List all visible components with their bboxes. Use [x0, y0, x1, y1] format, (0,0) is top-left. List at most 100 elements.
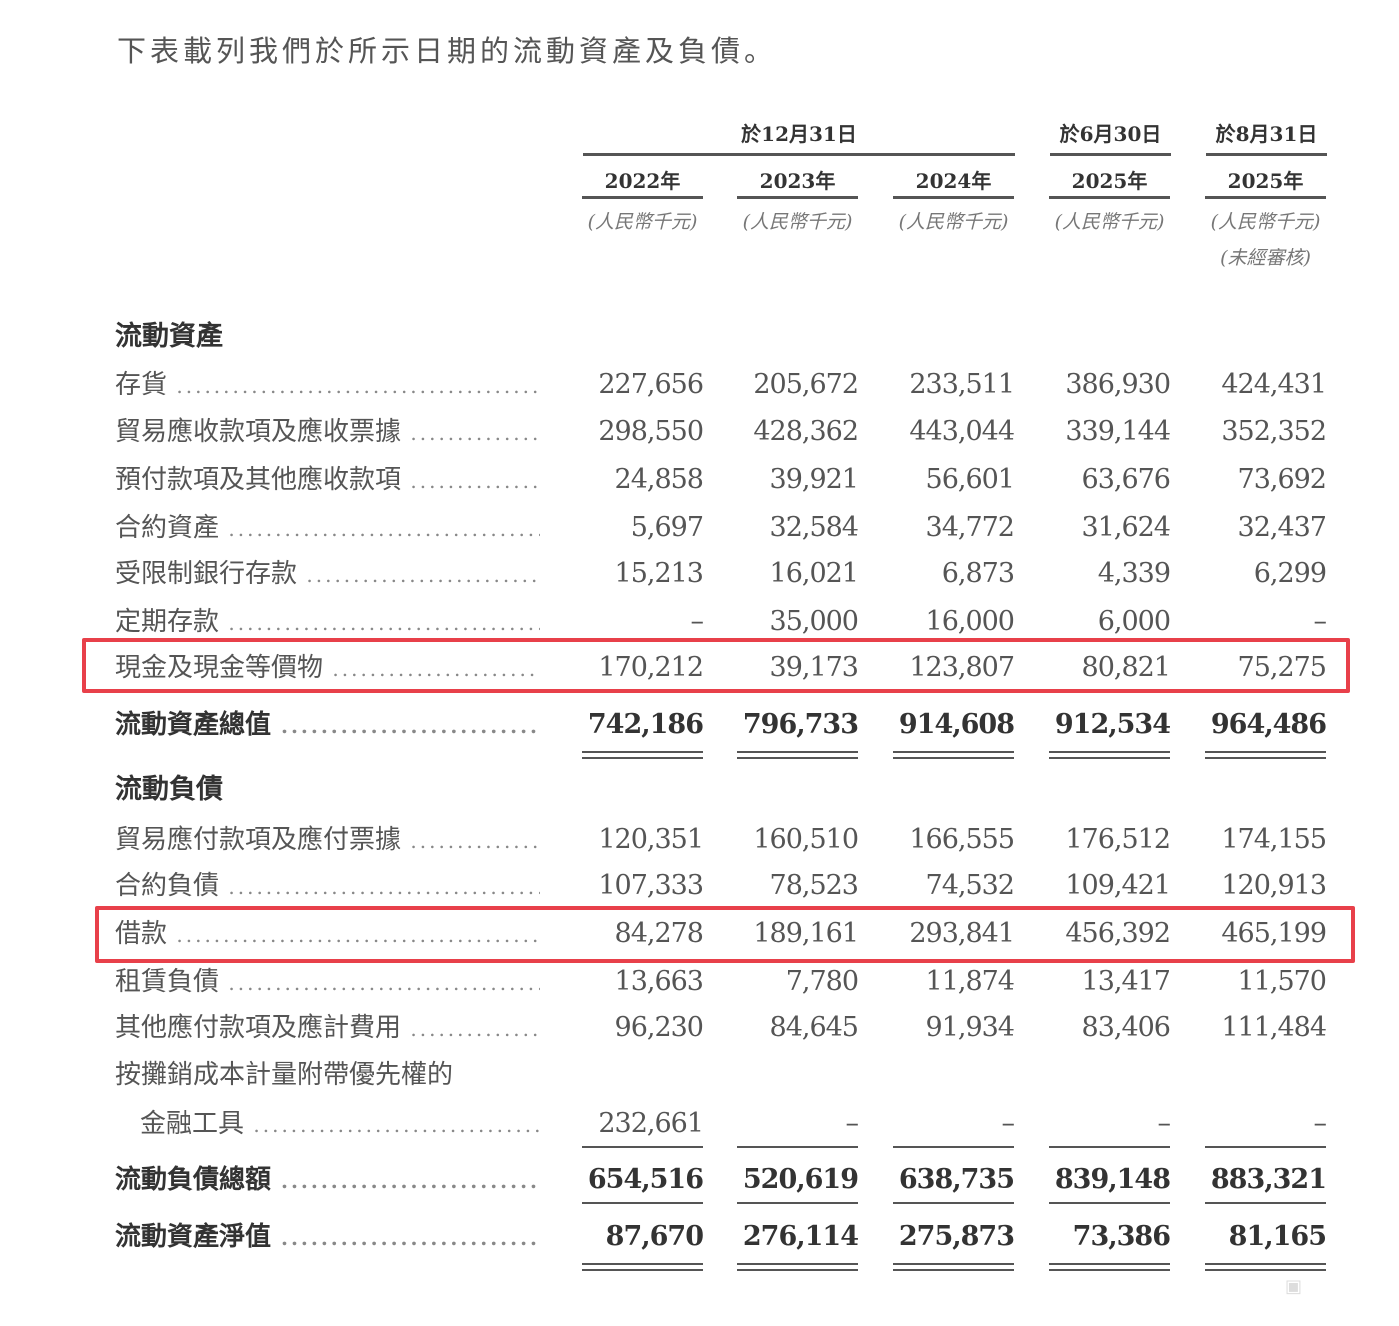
- total-rule: [1205, 757, 1326, 759]
- year-header: 2024年: [915, 169, 992, 193]
- row-value: 107,333: [598, 870, 704, 901]
- unit-label: (人民幣千元): [587, 211, 698, 233]
- row-value: 111,484: [1221, 1012, 1327, 1043]
- row-value: 6,000: [1097, 606, 1171, 637]
- year-header: 2025年: [1227, 169, 1304, 193]
- row-value: 73,386: [1072, 1221, 1171, 1252]
- year-rule: [1049, 196, 1170, 199]
- section-title-current-liabilities: 流動負債: [115, 774, 223, 805]
- row-value: 424,431: [1221, 369, 1327, 400]
- row-label: 貿易應付款項及應付票據: [115, 820, 540, 861]
- row-label: 金融工具: [140, 1104, 540, 1145]
- row-value: 742,186: [587, 709, 704, 740]
- watermark-logo: ▣: [1285, 1276, 1303, 1297]
- row-value: 883,321: [1210, 1164, 1327, 1195]
- total-rule: [1205, 1202, 1326, 1204]
- row-value: 160,510: [753, 824, 859, 855]
- year-rule: [737, 196, 858, 199]
- table-row: 現金及現金等價物 170,212 39,173 123,807 80,821 75,275: [0, 648, 1399, 688]
- total-rule: [1205, 1146, 1326, 1148]
- row-value: 339,144: [1065, 416, 1171, 447]
- row-value: 78,523: [769, 870, 859, 901]
- row-value: –: [1313, 1108, 1328, 1139]
- row-value: 7,780: [785, 966, 859, 997]
- total-rule: [582, 757, 703, 759]
- row-label: 定期存款: [115, 602, 540, 643]
- row-value: 16,000: [925, 606, 1015, 637]
- table-row: 借款 84,278 189,161 293,841 456,392 465,199: [0, 914, 1399, 954]
- row-label: 預付款項及其他應收款項: [115, 460, 540, 501]
- row-value: 5,697: [630, 512, 704, 543]
- row-label: 借款: [115, 914, 540, 955]
- total-rule: [582, 1263, 703, 1265]
- row-value: 84,278: [614, 918, 704, 949]
- total-rule: [893, 1202, 1014, 1204]
- row-value: 123,807: [909, 652, 1015, 683]
- row-value: 428,362: [753, 416, 859, 447]
- row-label: 受限制銀行存款: [115, 554, 540, 595]
- row-value: –: [845, 1108, 860, 1139]
- table-row: 其他應付款項及應計費用 96,230 84,645 91,934 83,406 111,4…: [0, 1008, 1399, 1048]
- row-value: 170,212: [598, 652, 704, 683]
- row-label: 按攤銷成本計量附帶優先權的: [115, 1060, 454, 1090]
- total-rule: [737, 757, 858, 759]
- total-rule: [1049, 1263, 1170, 1265]
- group-header-dec31: 於12月31日: [741, 122, 857, 146]
- row-label: 流動負債總額: [115, 1160, 540, 1201]
- row-value: 205,672: [753, 369, 859, 400]
- total-rule: [1049, 751, 1170, 753]
- row-value: –: [1313, 606, 1328, 637]
- highlight-box-borrowings: [95, 906, 1355, 963]
- intro-text: 下表載列我們於所示日期的流動資產及負債。: [117, 34, 778, 68]
- row-label: 流動資產總值: [115, 705, 540, 746]
- row-value: 74,532: [925, 870, 1015, 901]
- row-value: 39,173: [769, 652, 859, 683]
- net-row: 流動資產淨值 87,670 276,114 275,873 73,386 81,165: [0, 1217, 1399, 1257]
- row-value: 11,570: [1237, 966, 1327, 997]
- row-value: 298,550: [598, 416, 704, 447]
- row-value: 293,841: [909, 918, 1015, 949]
- row-value: 56,601: [925, 464, 1015, 495]
- total-rule: [1205, 751, 1326, 753]
- total-rule: [1049, 1146, 1170, 1148]
- row-label: 合約負債: [115, 866, 540, 907]
- row-value: –: [690, 606, 705, 637]
- row-value: 227,656: [598, 369, 704, 400]
- total-rule: [893, 751, 1014, 753]
- table-row: 合約資產 5,697 32,584 34,772 31,624 32,437: [0, 508, 1399, 548]
- table-row: 定期存款 – 35,000 16,000 6,000 –: [0, 602, 1399, 642]
- row-value: 796,733: [742, 709, 859, 740]
- row-value: 6,873: [941, 558, 1015, 589]
- header-rule: [583, 153, 1015, 156]
- row-value: 24,858: [614, 464, 704, 495]
- row-value: 35,000: [769, 606, 859, 637]
- row-value: 4,339: [1097, 558, 1171, 589]
- row-value: –: [1001, 1108, 1016, 1139]
- row-value: 174,155: [1221, 824, 1327, 855]
- row-value: 39,921: [769, 464, 859, 495]
- row-value: 352,352: [1221, 416, 1327, 447]
- row-value: 233,511: [909, 369, 1015, 400]
- table-row: 受限制銀行存款 15,213 16,021 6,873 4,339 6,299: [0, 554, 1399, 594]
- unaudited-label: (未經審核): [1220, 247, 1311, 269]
- group-header-aug31: 於8月31日: [1215, 122, 1318, 146]
- total-rule: [893, 1269, 1014, 1271]
- row-value: 520,619: [742, 1164, 859, 1195]
- row-value: 912,534: [1054, 709, 1171, 740]
- row-value: 32,584: [769, 512, 859, 543]
- row-value: 6,299: [1253, 558, 1327, 589]
- total-rule: [737, 751, 858, 753]
- total-rule: [893, 1146, 1014, 1148]
- row-label: 合約資產: [115, 508, 540, 549]
- total-rule: [1205, 1269, 1326, 1271]
- total-rule: [737, 1146, 858, 1148]
- row-value: 176,512: [1065, 824, 1171, 855]
- unit-label: (人民幣千元): [898, 211, 1009, 233]
- row-value: 638,735: [898, 1164, 1015, 1195]
- row-value: 31,624: [1081, 512, 1171, 543]
- table-row: 預付款項及其他應收款項 24,858 39,921 56,601 63,676 73,69…: [0, 460, 1399, 500]
- table-row: 按攤銷成本計量附帶優先權的: [0, 1055, 1399, 1095]
- row-value: 120,913: [1221, 870, 1327, 901]
- table-row: 租賃負債 13,663 7,780 11,874 13,417 11,570: [0, 962, 1399, 1002]
- row-value: 80,821: [1081, 652, 1171, 683]
